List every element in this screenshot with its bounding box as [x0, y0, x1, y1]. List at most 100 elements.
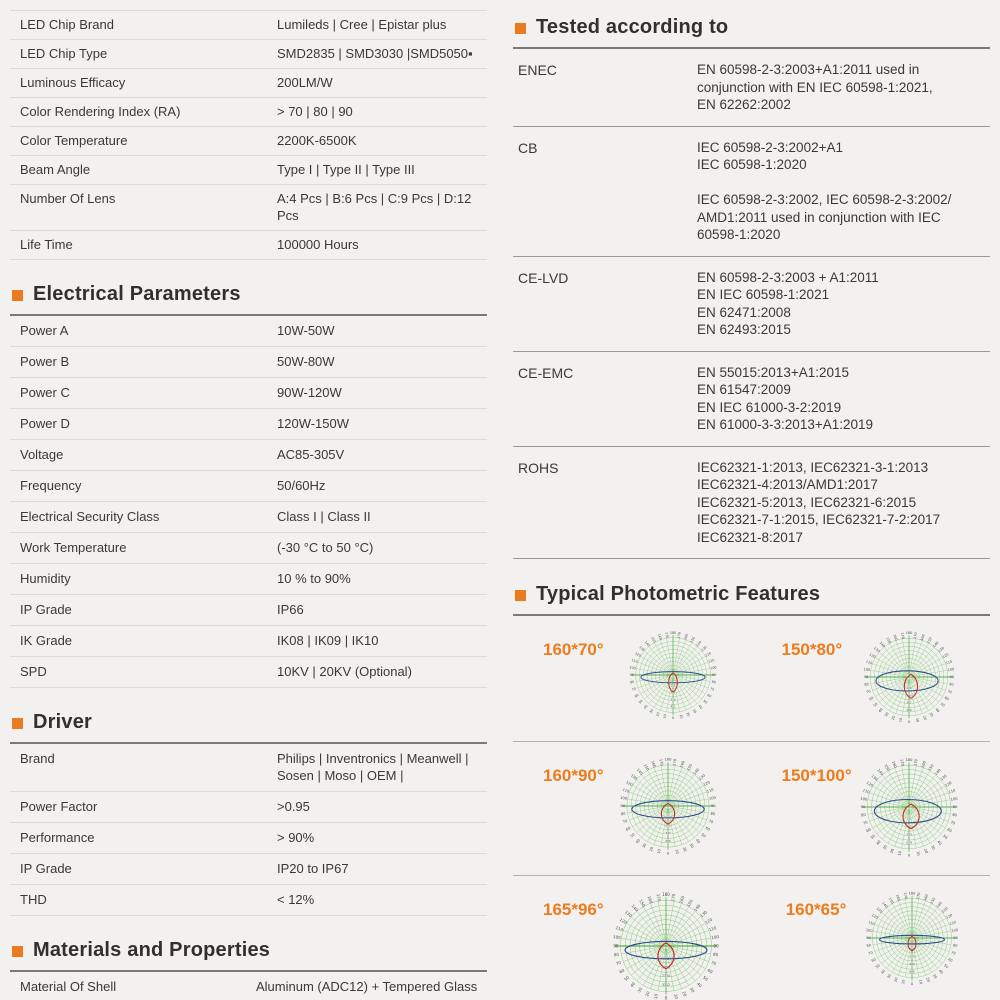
svg-text:40: 40 — [642, 704, 648, 710]
svg-text:20: 20 — [923, 848, 929, 854]
svg-text:90: 90 — [629, 673, 633, 677]
svg-text:3112: 3112 — [662, 983, 670, 987]
svg-text:110: 110 — [945, 659, 953, 665]
spec-label: Electrical Security Class — [20, 509, 160, 524]
spec-label: LED Chip Type — [20, 46, 108, 61]
svg-text:140: 140 — [643, 640, 650, 647]
spec-row: Beam Angle Type I | Type II | Type III — [10, 156, 487, 185]
svg-text:60: 60 — [618, 967, 625, 974]
svg-text:50: 50 — [942, 834, 949, 841]
svg-text:50: 50 — [629, 832, 636, 838]
svg-text:50: 50 — [870, 834, 877, 841]
svg-text:100: 100 — [711, 934, 720, 940]
svg-text:110: 110 — [708, 925, 717, 932]
svg-text:140: 140 — [630, 903, 639, 912]
spec-value: > 90% — [277, 830, 315, 845]
svg-text:20: 20 — [644, 990, 651, 997]
svg-text:160: 160 — [646, 895, 653, 904]
svg-text:40: 40 — [697, 704, 703, 710]
section-electrical-parameters: Electrical Parameters Power A 10W-50W Powe… — [10, 277, 487, 688]
svg-text:90: 90 — [864, 675, 868, 679]
svg-text:10: 10 — [915, 718, 920, 723]
polar-chart: 10 10 20 20 30 30 40 40 50 50 60 60 70 70 80 80 90 90 100 1… — [612, 750, 724, 867]
svg-text:110: 110 — [868, 920, 876, 926]
spec-label: Beam Angle — [20, 162, 91, 177]
svg-text:120: 120 — [618, 917, 628, 925]
svg-text:140: 140 — [692, 903, 701, 912]
svg-text:170: 170 — [900, 632, 905, 639]
svg-text:130: 130 — [698, 773, 706, 781]
section-header: Electrical Parameters — [10, 277, 487, 316]
section-title: Typical Photometric Features — [536, 583, 821, 605]
svg-text:60: 60 — [948, 957, 954, 963]
svg-text:150: 150 — [686, 763, 693, 772]
svg-text:40: 40 — [878, 707, 884, 713]
svg-text:150: 150 — [926, 637, 933, 645]
spec-value: (-30 °C to 50 °C) — [277, 540, 374, 555]
svg-text:80: 80 — [952, 813, 958, 818]
svg-text:20: 20 — [685, 712, 690, 717]
svg-text:160: 160 — [678, 895, 685, 904]
orange-square-bullet-icon — [12, 718, 23, 729]
svg-text:30: 30 — [689, 986, 696, 993]
spec-value: IP20 to IP67 — [277, 861, 349, 876]
certification-label: CE-LVD — [518, 269, 569, 286]
svg-text:482: 482 — [906, 708, 911, 712]
svg-text:130: 130 — [876, 907, 884, 914]
svg-text:50: 50 — [875, 963, 881, 969]
beam-angle-label: 150*80° — [781, 640, 843, 659]
svg-text:40: 40 — [635, 838, 641, 845]
svg-text:30: 30 — [928, 712, 934, 718]
svg-text:30: 30 — [932, 973, 938, 979]
left-column: LED Chip Brand Lumileds | Cree | Epistar … — [10, 0, 487, 1000]
svg-text:90: 90 — [713, 943, 719, 948]
svg-text:160: 160 — [892, 634, 898, 642]
svg-text:60: 60 — [946, 827, 953, 833]
svg-text:80: 80 — [866, 943, 871, 948]
section-tested-according-to: Tested according to ENEC EN 60598-2-3:200… — [513, 10, 990, 559]
svg-text:110: 110 — [949, 920, 957, 926]
svg-text:140: 140 — [881, 901, 888, 909]
spec-row: LED Chip Brand Lumileds | Cree | Epistar … — [10, 11, 487, 40]
svg-text:130: 130 — [937, 646, 945, 653]
svg-text:120: 120 — [946, 913, 954, 920]
spec-value: 10W-50W — [277, 323, 335, 338]
photometric-chart-row: 160*70° 10 10 20 20 30 30 40 40 50 50 60 60 70 70 80 80 9… — [513, 616, 990, 741]
svg-text:70: 70 — [615, 960, 622, 967]
svg-text:10: 10 — [918, 979, 923, 984]
svg-text:30: 30 — [691, 708, 697, 714]
svg-text:120: 120 — [871, 913, 879, 920]
spec-label: Power A — [20, 323, 69, 338]
spec-label: Power C — [20, 385, 70, 400]
standard-row: CE-EMC EN 55015:2013+A1:2015 EN 61547:200… — [513, 352, 990, 447]
orange-square-bullet-icon — [12, 290, 23, 301]
section-title: Driver — [33, 711, 93, 733]
svg-text:150: 150 — [689, 636, 696, 643]
svg-text:10: 10 — [674, 849, 679, 855]
spec-row: Color Rendering Index (RA) > 70 | 80 | 90 — [10, 98, 487, 127]
driver-table: Brand Philips | Inventronics | Meanwell |… — [10, 744, 487, 916]
svg-text:110: 110 — [865, 659, 873, 665]
svg-text:450: 450 — [665, 839, 671, 843]
svg-text:60: 60 — [869, 696, 875, 702]
standard-value: EN 60598-2-3:2003+A1:2011 used in conjun… — [697, 62, 933, 112]
spec-label: Power Factor — [20, 799, 98, 814]
svg-text:120: 120 — [702, 780, 711, 787]
section-materials-properties: Materials and Properties Material Of She… — [10, 933, 487, 1000]
svg-text:50: 50 — [943, 963, 949, 969]
svg-text:1556: 1556 — [662, 966, 670, 970]
svg-text:421: 421 — [670, 705, 675, 709]
spec-label: Voltage — [20, 447, 64, 462]
svg-text:50: 50 — [702, 975, 709, 982]
spec-row: Material Of Shell Aluminum (ADC12) + Temp… — [10, 972, 487, 1000]
polar-chart: 10 10 20 20 30 30 40 40 50 50 60 60 70 70 80 80 90 90 100 1… — [622, 624, 724, 731]
svg-text:50: 50 — [637, 699, 643, 705]
svg-text:90: 90 — [860, 805, 865, 809]
svg-text:120: 120 — [869, 652, 877, 659]
svg-text:524: 524 — [906, 841, 912, 845]
svg-text:60: 60 — [865, 827, 872, 833]
spec-label: LED Chip Brand — [20, 17, 114, 32]
standard-row: ROHS IEC62321-1:2013, IEC62321-3-1:2013 I… — [513, 447, 990, 559]
svg-text:10: 10 — [678, 714, 683, 719]
